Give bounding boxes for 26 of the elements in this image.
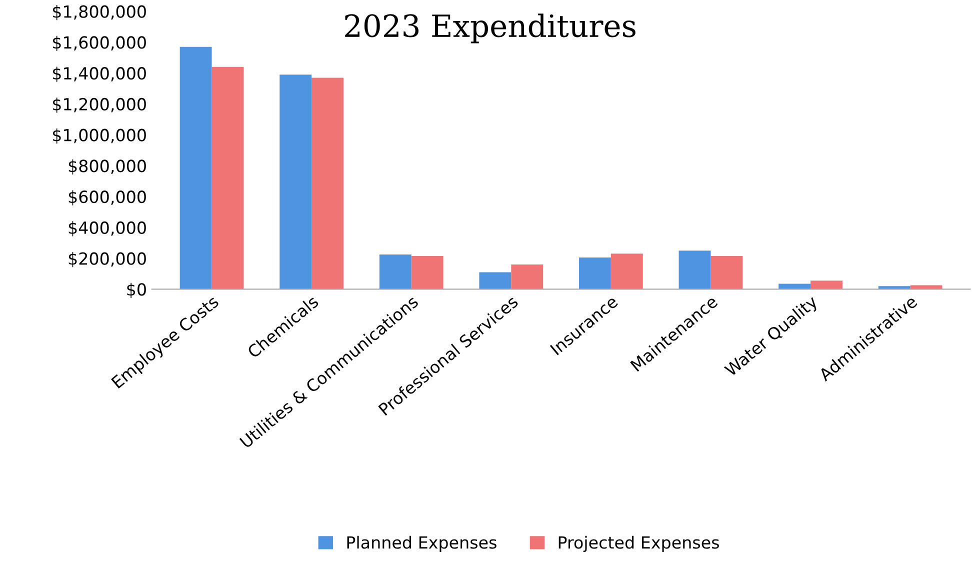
bar	[579, 258, 611, 290]
y-tick-label: $600,000	[68, 190, 146, 206]
y-tick-label: $200,000	[68, 252, 146, 268]
chart-title: 2023 Expenditures	[345, 14, 636, 44]
bar	[280, 74, 312, 290]
y-tick-label: $1,800,000	[52, 5, 146, 20]
y-tick-label: $1,000,000	[52, 128, 146, 144]
y-tick-label: $0	[127, 282, 146, 298]
bar	[411, 256, 444, 290]
bar	[212, 66, 244, 290]
bar	[710, 256, 743, 290]
y-tick-label: $1,400,000	[52, 66, 146, 82]
bar	[610, 254, 643, 290]
y-tick-label: $1,600,000	[52, 36, 146, 51]
y-tick-label: $800,000	[68, 159, 146, 174]
bar	[479, 272, 512, 290]
y-tick-label: $1,200,000	[52, 98, 146, 113]
bar	[810, 280, 842, 290]
bar	[511, 264, 544, 290]
bar	[678, 250, 711, 290]
y-tick-label: $400,000	[68, 221, 146, 236]
bar	[312, 78, 344, 290]
bar	[180, 46, 212, 290]
legend-label: Planned Expenses	[347, 536, 496, 552]
legend-label: Projected Expenses	[558, 536, 719, 552]
bar	[379, 254, 412, 290]
